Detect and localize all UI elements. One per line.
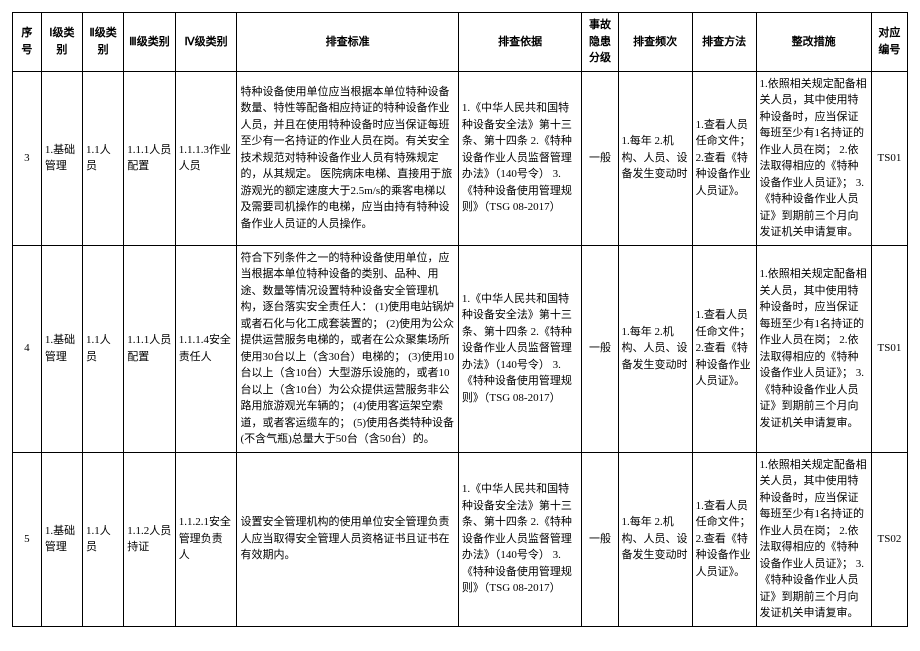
cell-l1: 1.基础管理	[41, 245, 82, 452]
col-code: 对应编号	[871, 13, 907, 72]
table-row: 5 1.基础管理 1.1人员 1.1.2人员持证 1.1.2.1安全管理负责人 …	[13, 452, 908, 626]
cell-l4: 1.1.1.3作业人员	[175, 71, 237, 245]
cell-std: 特种设备使用单位应当根据本单位特种设备数量、特性等配备相应持证的特种设备作业人员…	[237, 71, 458, 245]
cell-l3: 1.1.2人员持证	[124, 452, 175, 626]
cell-seq: 3	[13, 71, 42, 245]
table-row: 3 1.基础管理 1.1人员 1.1.1人员配置 1.1.1.3作业人员 特种设…	[13, 71, 908, 245]
col-level: 事故隐患分级	[582, 13, 618, 72]
cell-seq: 4	[13, 245, 42, 452]
col-std: 排查标准	[237, 13, 458, 72]
cell-code: TS02	[871, 452, 907, 626]
cell-basis: 1.《中华人民共和国特种设备安全法》第十三条、第十四条 2.《特种设备作业人员监…	[458, 452, 582, 626]
cell-std: 符合下列条件之一的特种设备使用单位，应当根据本单位特种设备的类别、品种、用途、数…	[237, 245, 458, 452]
cell-l4: 1.1.2.1安全管理负责人	[175, 452, 237, 626]
header-row: 序号 Ⅰ级类别 Ⅱ级类别 Ⅲ级类别 Ⅳ级类别 排查标准 排查依据 事故隐患分级 …	[13, 13, 908, 72]
col-rect: 整改措施	[756, 13, 871, 72]
cell-code: TS01	[871, 245, 907, 452]
cell-std: 设置安全管理机构的使用单位安全管理负责人应当取得安全管理人员资格证书且证书在有效…	[237, 452, 458, 626]
cell-meth: 1.查看人员任命文件； 2.查看《特种设备作业人员证》。	[692, 71, 756, 245]
cell-l1: 1.基础管理	[41, 71, 82, 245]
col-basis: 排查依据	[458, 13, 582, 72]
cell-meth: 1.查看人员任命文件； 2.查看《特种设备作业人员证》。	[692, 245, 756, 452]
col-seq: 序号	[13, 13, 42, 72]
table-body: 3 1.基础管理 1.1人员 1.1.1人员配置 1.1.1.3作业人员 特种设…	[13, 71, 908, 626]
cell-l2: 1.1人员	[83, 452, 124, 626]
cell-freq: 1.每年 2.机构、人员、设备发生变动时	[618, 452, 692, 626]
col-meth: 排查方法	[692, 13, 756, 72]
cell-meth: 1.查看人员任命文件； 2.查看《特种设备作业人员证》。	[692, 452, 756, 626]
cell-l4: 1.1.1.4安全责任人	[175, 245, 237, 452]
cell-level: 一般	[582, 245, 618, 452]
col-l3: Ⅲ级类别	[124, 13, 175, 72]
cell-rect: 1.依照相关规定配备相关人员，其中使用特种设备时，应当保证每班至少有1名持证的作…	[756, 245, 871, 452]
cell-basis: 1.《中华人民共和国特种设备安全法》第十三条、第十四条 2.《特种设备作业人员监…	[458, 245, 582, 452]
cell-l3: 1.1.1人员配置	[124, 71, 175, 245]
table-row: 4 1.基础管理 1.1人员 1.1.1人员配置 1.1.1.4安全责任人 符合…	[13, 245, 908, 452]
cell-rect: 1.依照相关规定配备相关人员，其中使用特种设备时，应当保证每班至少有1名持证的作…	[756, 452, 871, 626]
cell-level: 一般	[582, 452, 618, 626]
col-l2: Ⅱ级类别	[83, 13, 124, 72]
cell-l2: 1.1人员	[83, 245, 124, 452]
cell-l2: 1.1人员	[83, 71, 124, 245]
cell-l3: 1.1.1人员配置	[124, 245, 175, 452]
cell-level: 一般	[582, 71, 618, 245]
col-l4: Ⅳ级类别	[175, 13, 237, 72]
col-l1: Ⅰ级类别	[41, 13, 82, 72]
cell-seq: 5	[13, 452, 42, 626]
cell-freq: 1.每年 2.机构、人员、设备发生变动时	[618, 71, 692, 245]
cell-l1: 1.基础管理	[41, 452, 82, 626]
col-freq: 排查频次	[618, 13, 692, 72]
inspection-table: 序号 Ⅰ级类别 Ⅱ级类别 Ⅲ级类别 Ⅳ级类别 排查标准 排查依据 事故隐患分级 …	[12, 12, 908, 627]
cell-basis: 1.《中华人民共和国特种设备安全法》第十三条、第十四条 2.《特种设备作业人员监…	[458, 71, 582, 245]
cell-code: TS01	[871, 71, 907, 245]
cell-rect: 1.依照相关规定配备相关人员，其中使用特种设备时，应当保证每班至少有1名持证的作…	[756, 71, 871, 245]
cell-freq: 1.每年 2.机构、人员、设备发生变动时	[618, 245, 692, 452]
